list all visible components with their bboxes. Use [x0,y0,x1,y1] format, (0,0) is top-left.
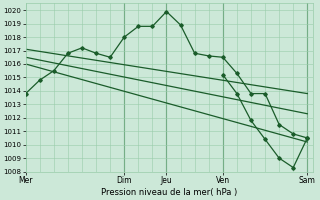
X-axis label: Pression niveau de la mer( hPa ): Pression niveau de la mer( hPa ) [101,188,237,197]
